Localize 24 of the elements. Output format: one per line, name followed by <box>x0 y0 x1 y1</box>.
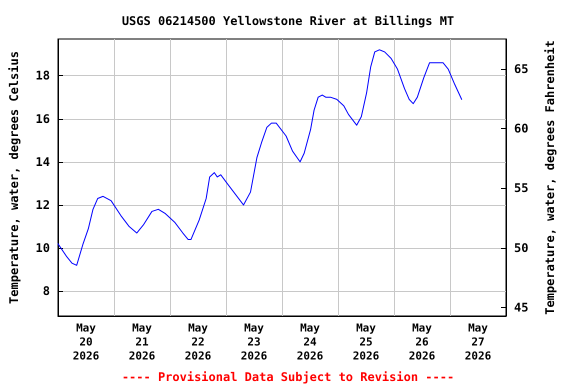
x-tick-label: May 26 2026 <box>408 322 436 362</box>
y-axis-title: Temperature, water, degrees Celsius <box>7 51 21 304</box>
y2-tick-label: 50 <box>514 240 528 255</box>
x-tick-label: May 24 2026 <box>296 322 324 362</box>
x-tick-label: May 22 2026 <box>184 322 212 362</box>
y-tick-label: 12 <box>36 198 50 212</box>
y-tick-label: 18 <box>36 68 50 83</box>
text: ---- Provisional Data Subject to Revision ---- <box>122 370 454 384</box>
y-tick-label: 10 <box>36 241 50 256</box>
y2-tick-label: 60 <box>514 122 528 136</box>
y-tick-label: 16 <box>36 112 50 126</box>
x-tick-label: May 21 2026 <box>128 322 156 362</box>
y2-axis-title: Temperature, water, degrees Fahrenheit <box>543 40 557 315</box>
x-tick-label: May 23 2026 <box>240 322 268 362</box>
y-tick-label: 8 <box>42 284 50 298</box>
line-series <box>58 49 462 266</box>
x-tick-label: May 27 2026 <box>464 322 492 362</box>
chart-title: USGS 06214500 Yellowstone River at Billings MT <box>122 14 454 28</box>
y2-tick-label: 55 <box>514 181 528 196</box>
y-tick-label: 14 <box>36 154 50 169</box>
x-tick-label: May 25 2026 <box>352 322 380 362</box>
y2-tick-label: 45 <box>514 300 528 315</box>
y2-tick-label: 65 <box>514 62 528 76</box>
x-tick-label: May 20 2026 <box>72 322 100 362</box>
